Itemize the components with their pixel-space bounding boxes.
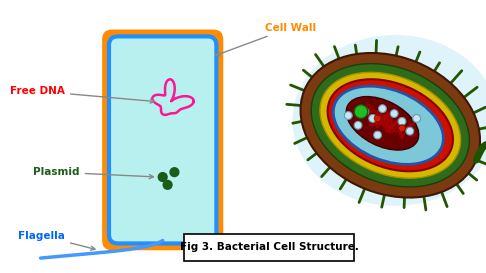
FancyBboxPatch shape <box>102 29 223 250</box>
Ellipse shape <box>346 97 419 150</box>
Circle shape <box>374 131 382 139</box>
Circle shape <box>369 115 377 122</box>
Ellipse shape <box>320 72 461 178</box>
Circle shape <box>345 112 352 119</box>
Circle shape <box>158 173 167 182</box>
Text: Flagella: Flagella <box>18 231 95 250</box>
Circle shape <box>354 121 362 129</box>
Ellipse shape <box>311 64 469 187</box>
Ellipse shape <box>328 79 453 171</box>
Text: Plasmid: Plasmid <box>33 167 154 179</box>
Circle shape <box>170 168 179 177</box>
Ellipse shape <box>293 35 486 206</box>
Circle shape <box>406 127 414 135</box>
Circle shape <box>361 108 369 115</box>
Text: Fig 3. Bacterial Cell Structure.: Fig 3. Bacterial Cell Structure. <box>180 242 359 252</box>
Circle shape <box>399 125 405 132</box>
Circle shape <box>374 115 381 122</box>
Circle shape <box>379 105 386 112</box>
Ellipse shape <box>333 86 443 164</box>
Text: Cell Wall: Cell Wall <box>216 23 316 56</box>
Text: Free DNA: Free DNA <box>10 86 155 103</box>
FancyBboxPatch shape <box>109 36 216 244</box>
Ellipse shape <box>300 53 480 198</box>
Circle shape <box>390 110 398 117</box>
Circle shape <box>398 117 406 125</box>
Circle shape <box>354 105 368 118</box>
Circle shape <box>413 115 420 122</box>
Circle shape <box>163 180 172 189</box>
FancyBboxPatch shape <box>184 234 354 261</box>
